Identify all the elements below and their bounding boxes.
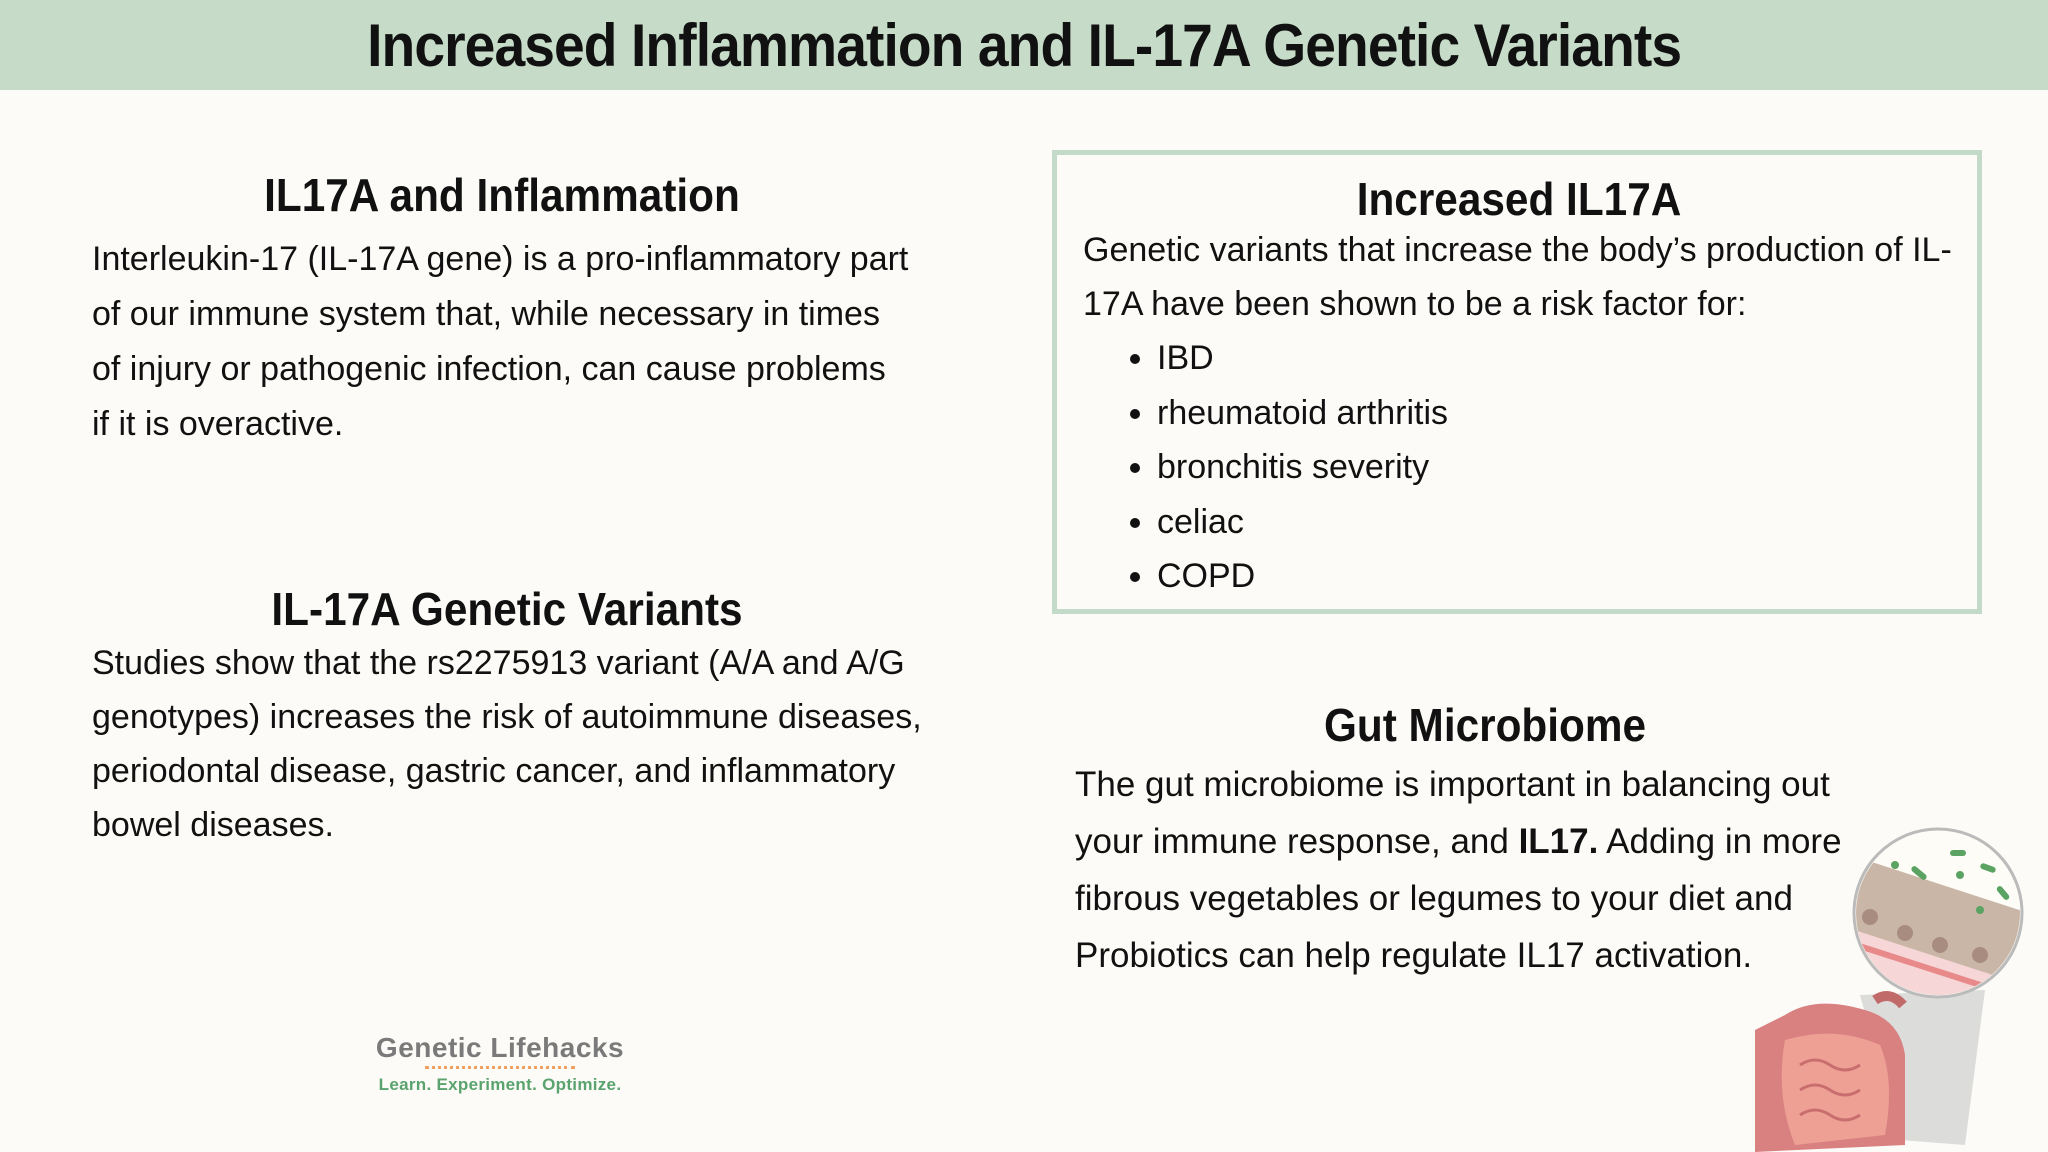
body-text: Adding in more fibrous vegetables or leg… xyxy=(1075,822,1842,975)
section-body: Studies show that the rs2275913 variant … xyxy=(92,644,922,844)
box-intro: Genetic variants that increase the body’… xyxy=(1083,231,1952,323)
section-genetic-variants: IL-17A Genetic Variants Studies show tha… xyxy=(92,582,922,852)
page-title: Increased Inflammation and IL-17A Geneti… xyxy=(367,11,1682,79)
section-heading: IL17A and Inflammation xyxy=(264,169,740,221)
body-bold-text: IL17. xyxy=(1518,822,1599,861)
section-heading: IL-17A Genetic Variants xyxy=(271,583,743,635)
title-banner: Increased Inflammation and IL-17A Geneti… xyxy=(0,0,2048,90)
list-item: bronchitis severity xyxy=(1157,440,1955,495)
section-heading: Gut Microbiome xyxy=(1323,699,1647,751)
list-item: IBD xyxy=(1157,331,1955,386)
genetic-lifehacks-logo: Genetic Lifehacks Learn. Experiment. Opt… xyxy=(355,1032,645,1095)
list-item: rheumatoid arthritis xyxy=(1157,386,1955,441)
list-item: celiac xyxy=(1157,495,1955,550)
section-gut-microbiome: Gut Microbiome The gut microbiome is imp… xyxy=(1075,698,1895,984)
gut-microbiome-illustration-icon xyxy=(1755,827,2024,1152)
section-body: Interleukin-17 (IL-17A gene) is a pro-in… xyxy=(92,240,909,443)
increased-il17a-box: Increased IL17A Genetic variants that in… xyxy=(1052,150,1982,614)
list-item: COPD xyxy=(1157,549,1955,604)
section-il17a-inflammation: IL17A and Inflammation Interleukin-17 (I… xyxy=(92,168,912,452)
logo-divider xyxy=(425,1066,575,1073)
logo-name: Genetic Lifehacks xyxy=(375,1032,625,1063)
section-body: The gut microbiome is important in balan… xyxy=(1075,756,1895,984)
box-heading: Increased IL17A xyxy=(1356,173,1682,225)
body-text: The gut microbiome is important in balan… xyxy=(1075,765,1830,861)
risk-factor-list: IBD rheumatoid arthritis bronchitis seve… xyxy=(1083,331,1955,604)
logo-tagline: Learn. Experiment. Optimize. xyxy=(378,1075,622,1094)
